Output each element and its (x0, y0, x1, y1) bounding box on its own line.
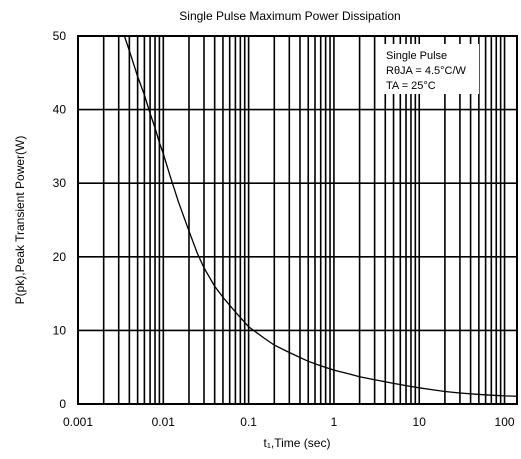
x-axis-label: t₁,Time (sec) (264, 436, 331, 450)
y-tick-label: 40 (53, 103, 67, 117)
y-tick-label: 20 (53, 250, 67, 264)
x-tick-label: 100 (495, 415, 515, 429)
chart-title: Single Pulse Maximum Power Dissipation (179, 9, 400, 23)
x-tick-label: 0.1 (240, 415, 257, 429)
y-tick-label: 10 (53, 323, 67, 337)
y-tick-label: 0 (59, 397, 66, 411)
x-tick-label: 0.001 (63, 415, 93, 429)
y-axis-label: P(pk),Peak Transient Power(W) (13, 136, 27, 305)
annotation-single-pulse: Single Pulse (386, 50, 447, 62)
y-tick-label: 30 (53, 176, 67, 190)
x-tick-label: 1 (331, 415, 338, 429)
y-axis-tick-labels: 0 10 20 30 40 50 (53, 29, 67, 411)
x-tick-label: 0.01 (152, 415, 176, 429)
x-axis-tick-labels: 0.001 0.01 0.1 1 10 100 (63, 415, 515, 429)
peak-power-curve (123, 35, 518, 397)
annotation-ambient-temperature: TA = 25°C (386, 80, 436, 92)
annotation-background (383, 44, 479, 94)
x-tick-label: 10 (413, 415, 427, 429)
plot-area-border (77, 35, 518, 405)
y-tick-label: 50 (53, 29, 67, 43)
annotation-thermal-resistance: RθJA = 4.5°C/W (386, 65, 467, 77)
